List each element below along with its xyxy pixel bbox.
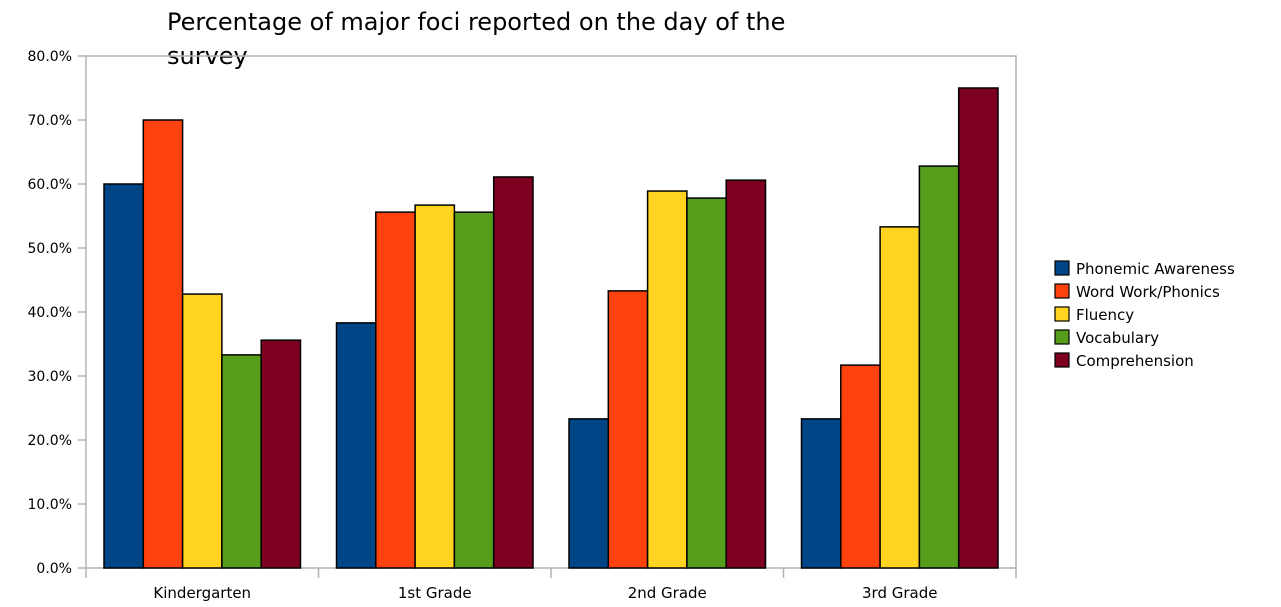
y-tick-label: 70.0% [28, 113, 72, 129]
legend-label: Phonemic Awareness [1076, 260, 1235, 278]
bar [879, 226, 921, 569]
legend-swatch [1054, 260, 1070, 276]
y-tick-label: 50.0% [28, 241, 72, 257]
legend-label: Fluency [1076, 306, 1134, 324]
legend: Phonemic Awareness Word Work/Phonics Fluen… [1054, 260, 1235, 370]
bar [221, 354, 262, 569]
y-tick-label: 60.0% [28, 177, 72, 193]
bar [568, 418, 610, 569]
legend-swatch [1054, 306, 1070, 322]
legend-swatch [1054, 329, 1070, 345]
legend-swatch [1054, 352, 1070, 368]
legend-label: Word Work/Phonics [1076, 283, 1220, 301]
bar [957, 87, 999, 569]
bar [453, 211, 495, 569]
bar [142, 119, 184, 569]
bars [103, 87, 999, 569]
bar [646, 190, 688, 569]
x-category-label: 2nd Grade [628, 584, 707, 602]
x-axis: Kindergarten 1st Grade 2nd Grade 3rd Grade [85, 568, 1017, 602]
y-tick-label: 40.0% [28, 305, 72, 321]
bar [414, 204, 456, 569]
bar [103, 183, 145, 569]
y-tick-label: 0.0% [36, 561, 72, 577]
y-tick-label: 80.0% [28, 49, 72, 65]
bar [918, 165, 960, 569]
y-tick-label: 30.0% [28, 369, 72, 385]
bar [800, 418, 842, 569]
y-axis: 0.0% 10.0% 20.0% 30.0% 40.0% 50.0% 60.0% 70.0% 8… [28, 49, 86, 577]
chart-title: Percentage of major foci reported on the… [167, 8, 785, 70]
x-category-label: 1st Grade [398, 584, 472, 602]
bar [725, 179, 767, 569]
legend-label: Vocabulary [1076, 329, 1159, 347]
x-category-label: Kindergarten [153, 584, 251, 602]
x-category-label: 3rd Grade [862, 584, 937, 602]
bar [840, 364, 881, 569]
legend-swatch [1054, 283, 1070, 299]
bar [686, 197, 727, 569]
legend-label: Comprehension [1076, 352, 1194, 370]
bar [607, 290, 649, 569]
y-tick-label: 10.0% [28, 497, 72, 513]
bar [492, 176, 534, 569]
bar [335, 322, 377, 569]
y-tick-label: 20.0% [28, 433, 72, 449]
bar [181, 293, 223, 569]
bar [260, 339, 302, 569]
bar [375, 211, 416, 569]
chart-title-line-1: Percentage of major foci reported on the… [167, 8, 785, 36]
